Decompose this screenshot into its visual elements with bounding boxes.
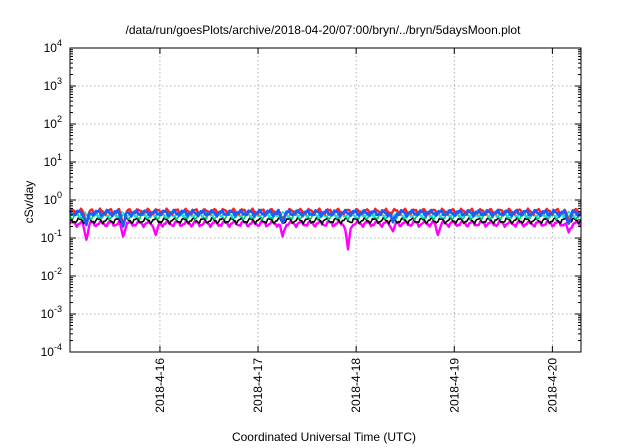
y-axis-label: cSv/day [22, 181, 36, 224]
x-axis-label: Coordinated Universal Time (UTC) [232, 430, 416, 444]
y-tick-label: 104 [44, 38, 62, 55]
y-tick-label: 10-3 [41, 304, 62, 321]
x-tick-label: 2018-4-18 [349, 358, 363, 413]
series-line [68, 208, 582, 228]
data-series [68, 207, 582, 251]
y-tick-label: 100 [44, 190, 62, 207]
axis-ticks: 10-4 10-3 10-2 10-1 100 101 102 103 104 2018-4-16… [41, 38, 581, 413]
series-line [68, 219, 582, 251]
y-tick-label: 10-1 [41, 228, 62, 245]
x-tick-label: 2018-4-16 [153, 358, 167, 413]
y-tick-label: 102 [44, 114, 62, 131]
x-tick-label: 2018-4-17 [251, 358, 265, 413]
series-line [69, 210, 582, 219]
grid-lines [70, 48, 581, 352]
chart-title: /data/run/goesPlots/archive/2018-04-20/0… [126, 23, 522, 37]
x-tick-label: 2018-4-20 [545, 358, 559, 413]
y-tick-label: 101 [44, 152, 62, 169]
y-tick-label: 10-2 [41, 266, 62, 283]
y-tick-label: 10-4 [41, 342, 62, 359]
series-line [69, 216, 582, 225]
x-tick-label: 2018-4-19 [447, 358, 461, 413]
y-tick-label: 103 [44, 76, 62, 93]
